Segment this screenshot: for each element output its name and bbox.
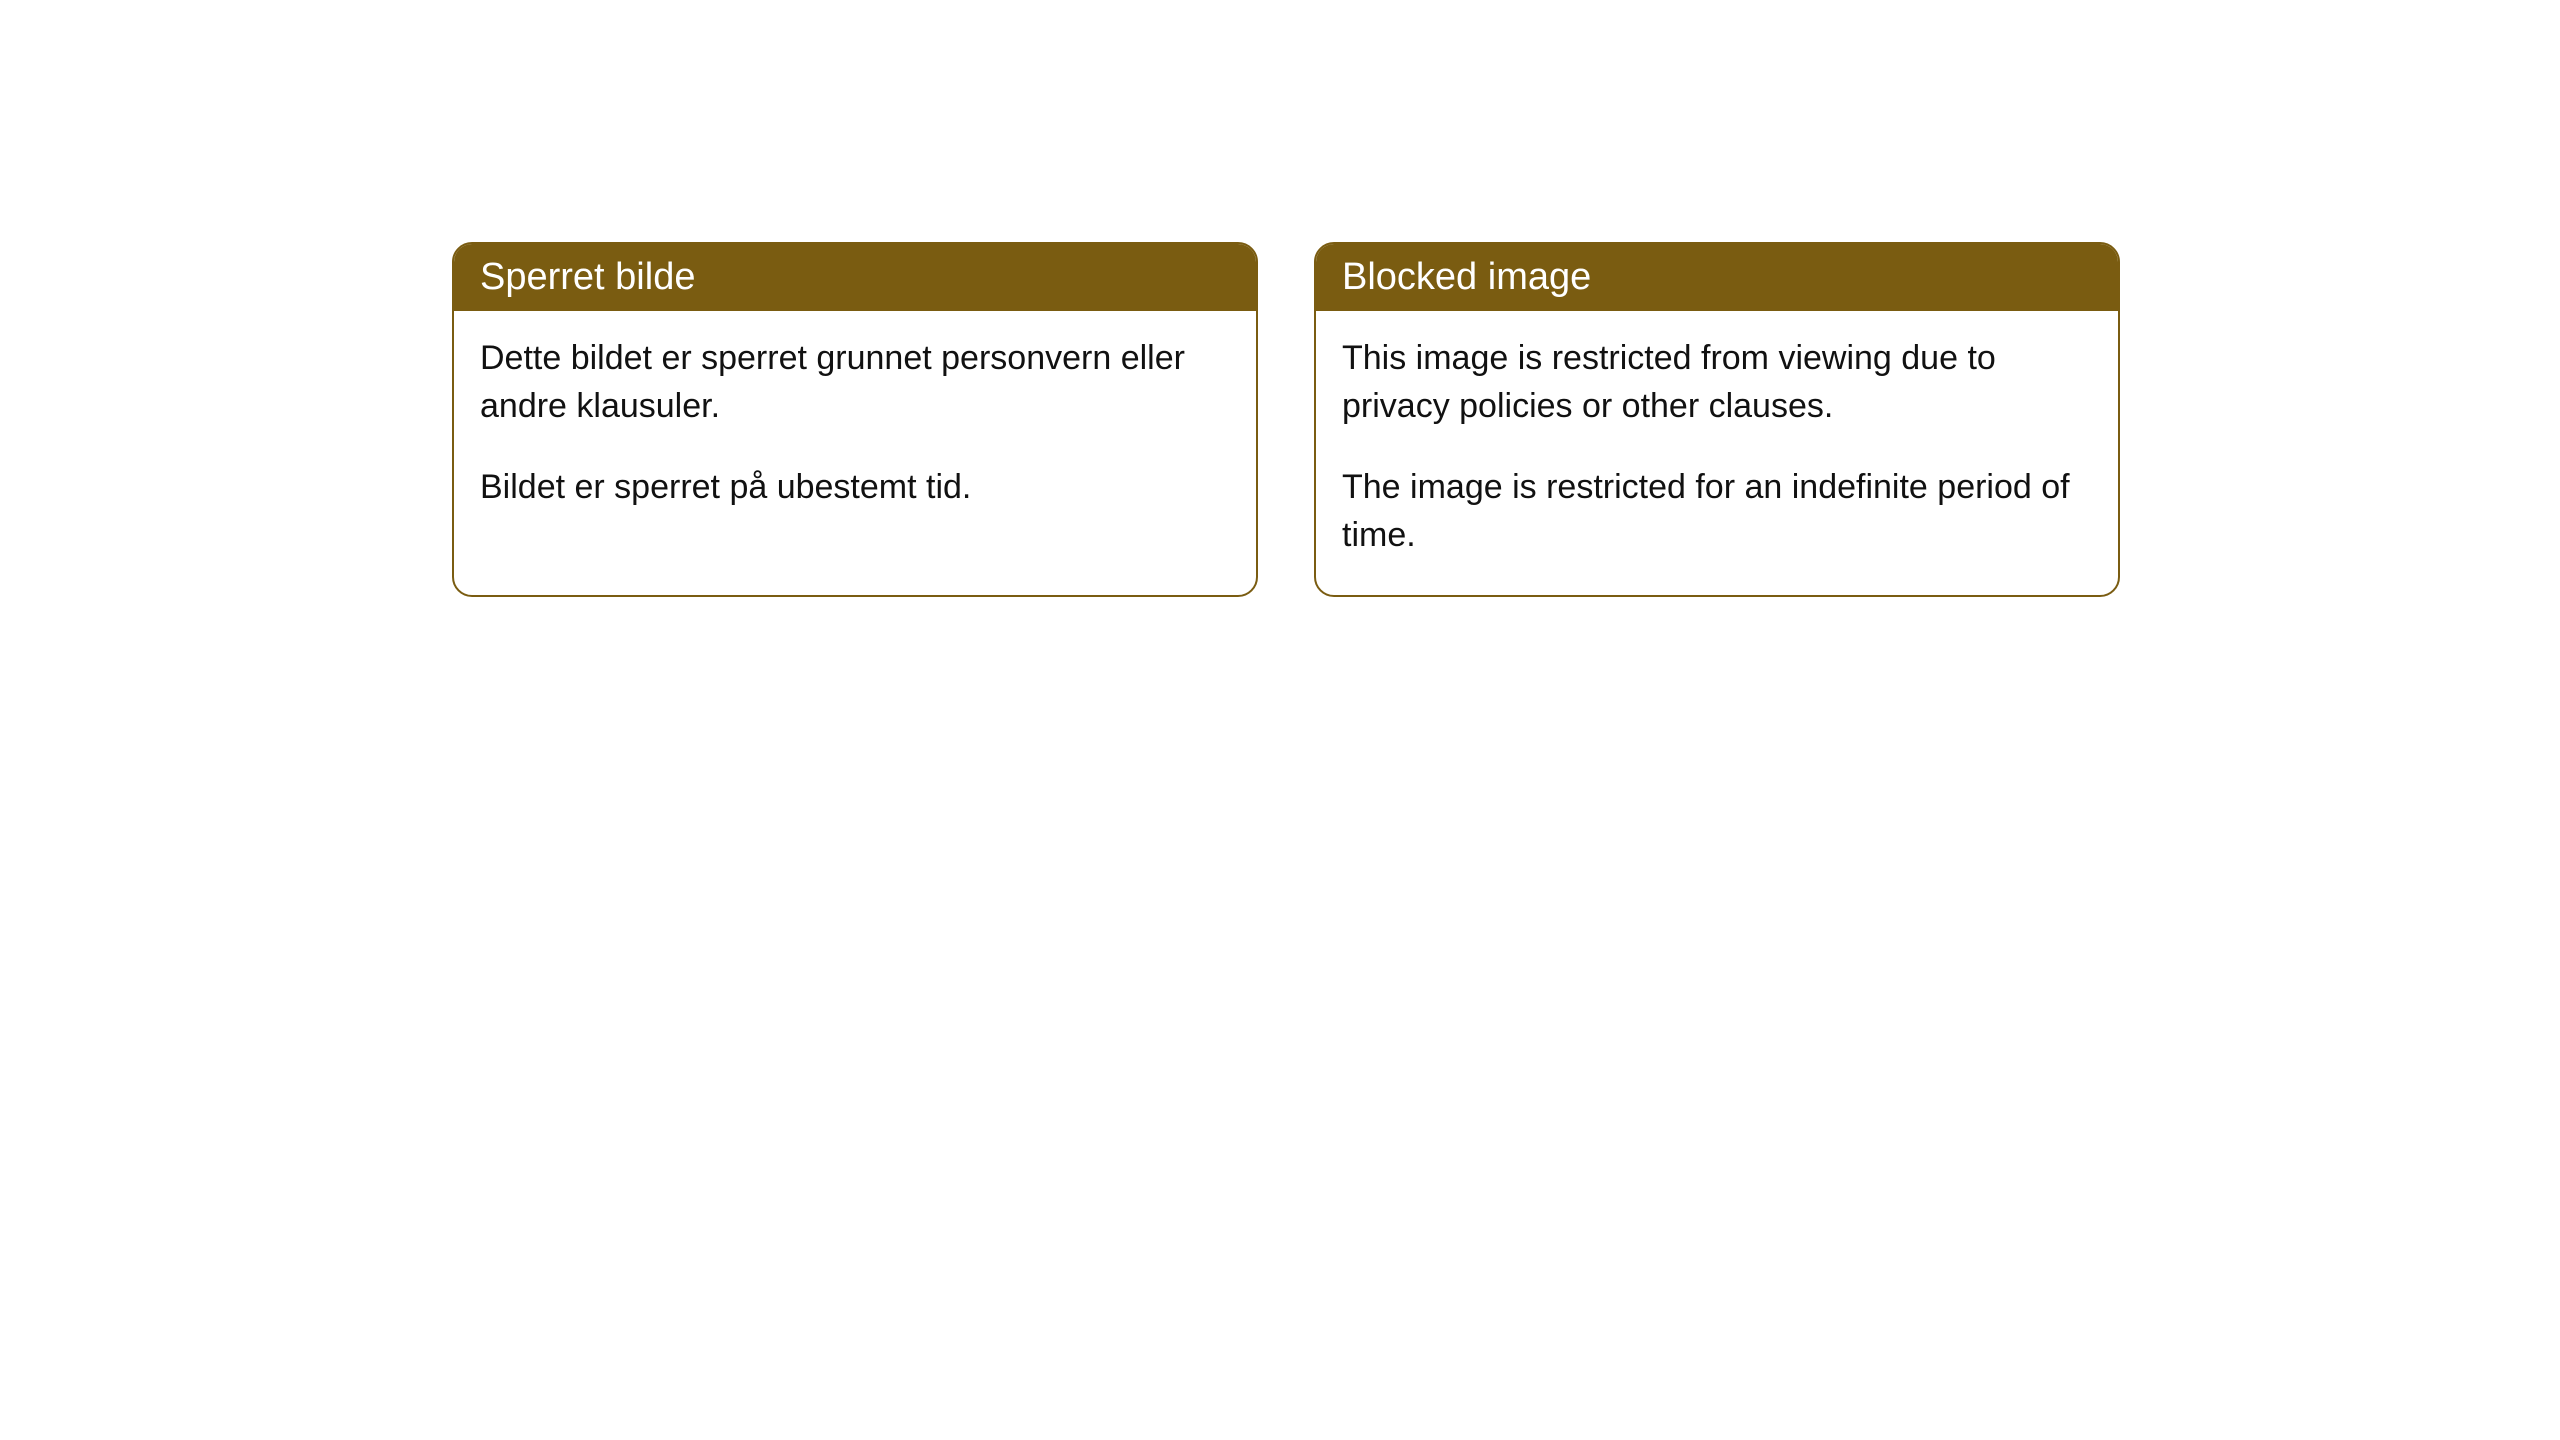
card-text-en-1: This image is restricted from viewing du… [1342,335,2092,430]
card-text-en-2: The image is restricted for an indefinit… [1342,464,2092,559]
card-text-no-1: Dette bildet er sperret grunnet personve… [480,335,1230,430]
card-text-no-2: Bildet er sperret på ubestemt tid. [480,464,1230,512]
card-body-en: This image is restricted from viewing du… [1316,311,2118,595]
card-title-en: Blocked image [1316,244,2118,311]
card-body-no: Dette bildet er sperret grunnet personve… [454,311,1256,548]
card-title-no: Sperret bilde [454,244,1256,311]
card-row: Sperret bilde Dette bildet er sperret gr… [452,242,2120,597]
restricted-card-no: Sperret bilde Dette bildet er sperret gr… [452,242,1258,597]
restricted-card-en: Blocked image This image is restricted f… [1314,242,2120,597]
